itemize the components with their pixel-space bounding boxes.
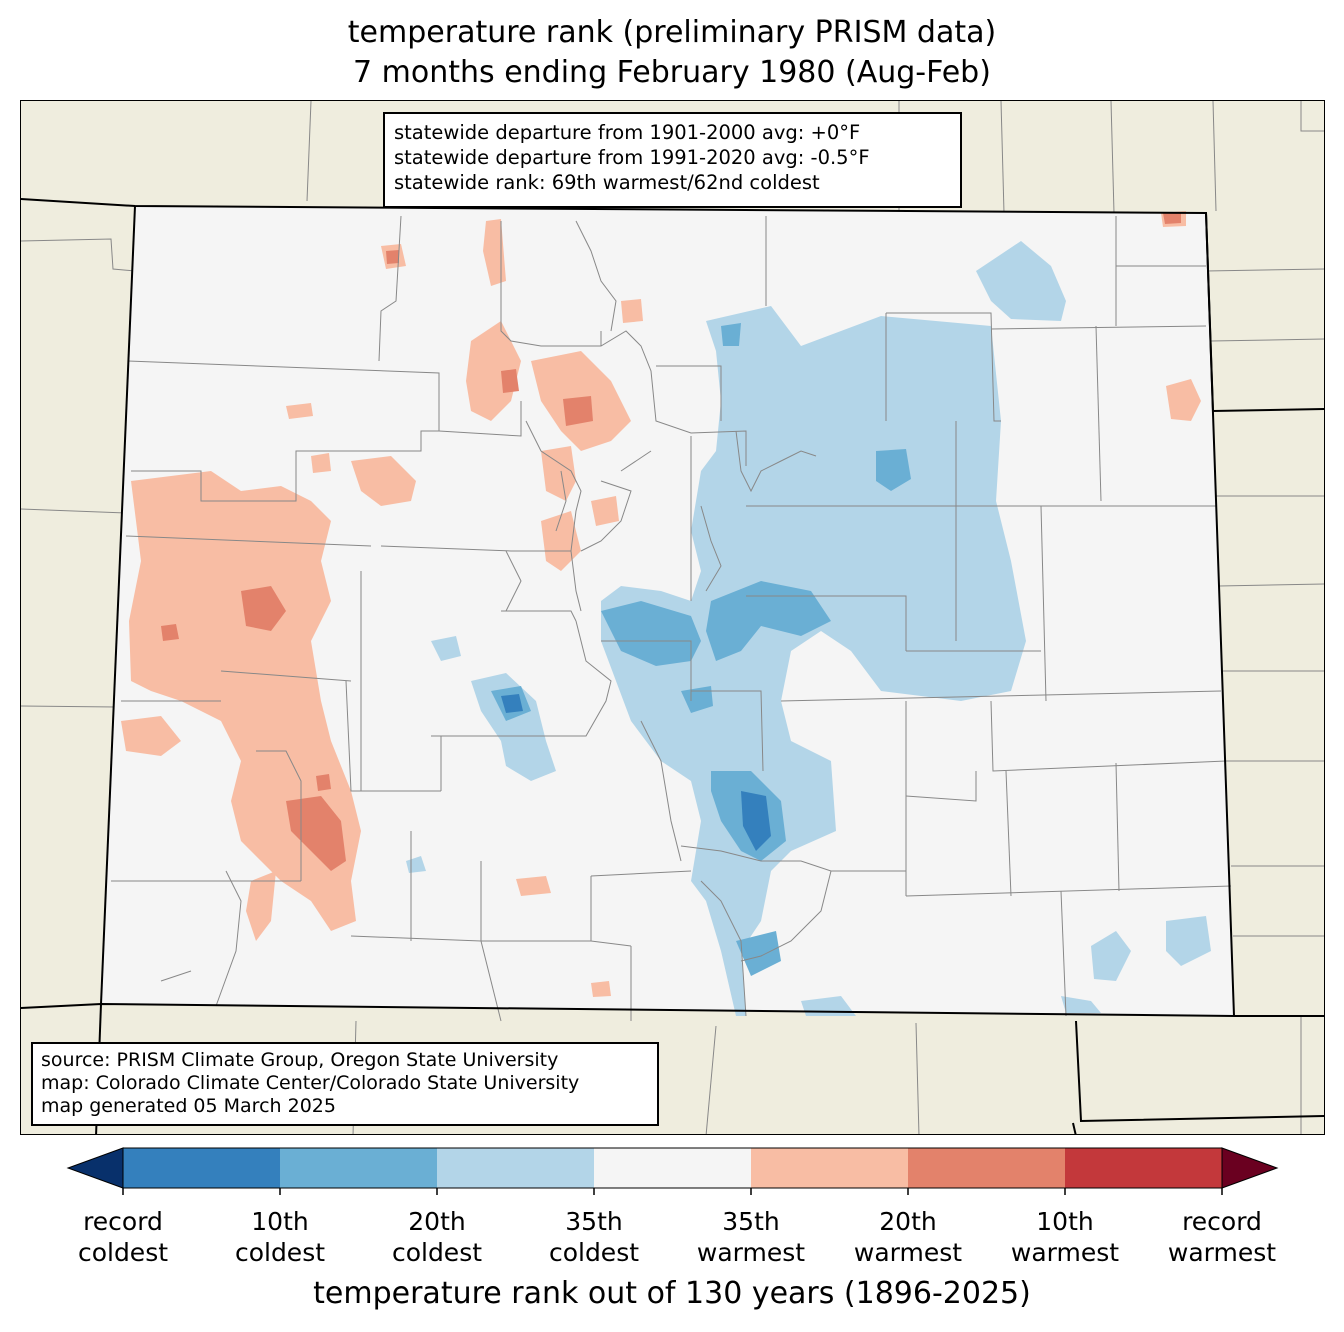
map-credit-line: map: Colorado Climate Center/Colorado St… <box>41 1072 580 1094</box>
colorbar-tick-label: 35th coldest <box>548 1207 640 1267</box>
map-panel <box>20 100 1325 1135</box>
colorbar-tick-label: 20th warmest <box>853 1207 963 1267</box>
colorado-map <box>21 101 1324 1134</box>
colorbar-segment <box>751 1148 909 1188</box>
colorbar-segment <box>280 1148 438 1188</box>
colorbar-tick-label: record warmest <box>1167 1207 1277 1267</box>
colorbar-tick-label: 35th warmest <box>696 1207 806 1267</box>
map-title: temperature rank (preliminary PRISM data… <box>347 15 997 50</box>
colorbar-tick-label: 10th coldest <box>234 1207 326 1267</box>
cold-anomaly-shading <box>406 241 1211 1016</box>
statewide-rank: statewide rank: 69th warmest/62nd coldes… <box>394 171 820 194</box>
departure-1991-2020: statewide departure from 1991-2020 avg: … <box>394 146 870 169</box>
map-subtitle: 7 months ending February 1980 (Aug-Feb) <box>353 55 991 90</box>
colorbar-label: temperature rank out of 130 years (1896-… <box>313 1276 1031 1311</box>
colorbar-ticks <box>122 1188 1223 1195</box>
generated-date-line: map generated 05 March 2025 <box>41 1095 336 1117</box>
colorbar-tick-label: 10th warmest <box>1010 1207 1120 1267</box>
source-box: source: PRISM Climate Group, Oregon Stat… <box>31 1042 659 1126</box>
departure-1901-2000: statewide departure from 1901-2000 avg: … <box>394 121 861 144</box>
colorbar-segment <box>908 1148 1066 1188</box>
county-boundaries <box>111 215 1232 1022</box>
statewide-stats-box: statewide departure from 1901-2000 avg: … <box>383 112 962 208</box>
colorbar-outline <box>122 1147 1223 1189</box>
colorbar-segment <box>123 1148 281 1188</box>
colorbar <box>66 1147 1279 1195</box>
colorbar-segment <box>594 1148 752 1188</box>
colorbar-arrow-warm <box>1221 1147 1279 1189</box>
colorbar-tick-label: 20th coldest <box>391 1207 483 1267</box>
colorbar-segments <box>66 1147 1279 1189</box>
colorbar-segment <box>437 1148 595 1188</box>
colorbar-arrow-cold <box>66 1147 124 1189</box>
source-line: source: PRISM Climate Group, Oregon Stat… <box>41 1049 559 1071</box>
colorbar-segment <box>1065 1148 1223 1188</box>
colorbar-tick-label: record coldest <box>77 1207 169 1267</box>
